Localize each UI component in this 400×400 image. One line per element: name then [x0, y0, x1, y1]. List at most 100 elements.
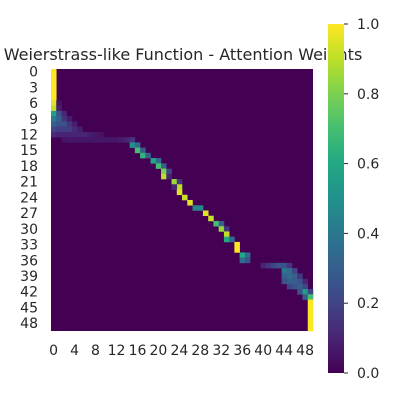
heatmap-cell	[307, 289, 314, 295]
heatmap-cell	[92, 137, 99, 143]
heatmap-cell	[140, 152, 146, 159]
heatmap-cell	[56, 126, 62, 133]
heatmap-cell	[51, 84, 57, 91]
y-tick-label: 39	[20, 269, 38, 285]
heatmap-cells	[51, 69, 314, 332]
heatmap-cell	[307, 304, 314, 311]
heatmap-cell	[66, 116, 73, 122]
heatmap-cell	[202, 210, 209, 217]
x-tick-label: 28	[191, 343, 209, 359]
heatmap-cell	[61, 110, 68, 117]
heatmap-cell	[71, 131, 78, 138]
heatmap-cell	[119, 137, 125, 143]
heatmap-cell	[61, 126, 68, 133]
heatmap-cell	[71, 126, 78, 133]
x-tick-label: 48	[296, 343, 314, 359]
heatmap-cell	[51, 79, 57, 86]
heatmap-cell	[297, 278, 303, 285]
x-tick-label: 0	[49, 343, 58, 359]
colorbar-tick-label: 0.6	[357, 157, 379, 173]
heatmap-cell	[166, 173, 172, 180]
y-tick-label: 0	[29, 65, 38, 81]
heatmap-cell	[71, 121, 78, 127]
heatmap-cell	[307, 315, 314, 321]
heatmap-cell	[161, 168, 167, 175]
x-tick-label: 16	[129, 343, 147, 359]
heatmap-cell	[297, 289, 303, 295]
heatmap-cell	[281, 273, 288, 279]
heatmap-cell	[281, 278, 288, 285]
heatmap-cell	[239, 257, 246, 264]
heatmap-cell	[113, 137, 120, 143]
heatmap-cell	[182, 194, 188, 201]
colorbar-tick-label: 0.4	[357, 226, 379, 242]
y-tick-label: 33	[20, 238, 38, 254]
heatmap-cell	[98, 131, 104, 138]
y-tick-label: 27	[20, 206, 38, 222]
heatmap-cell	[103, 137, 109, 143]
heatmap-cell	[176, 184, 183, 190]
heatmap-cell	[77, 131, 83, 138]
heatmap-cell	[66, 121, 73, 127]
heatmap-cell	[87, 131, 94, 138]
heatmap-cell	[51, 69, 57, 75]
x-tick-label: 32	[212, 343, 230, 359]
heatmap-cell	[244, 257, 251, 264]
heatmap-cell	[292, 283, 298, 290]
heatmap-cell	[92, 131, 99, 138]
heatmap-cell	[51, 121, 57, 127]
x-tick-label: 4	[70, 343, 79, 359]
heatmap-cell	[307, 294, 314, 300]
y-tick-label: 48	[20, 316, 38, 332]
heatmap-cell	[307, 310, 314, 316]
heatmap-cell	[56, 100, 62, 106]
x-axis-ticks: 0 4 8 12 16 20 24 28 32 36 40 44 48	[49, 343, 314, 359]
heatmap-cell	[223, 236, 230, 243]
heatmap-cell	[155, 158, 162, 164]
heatmap-cell	[307, 299, 314, 306]
heatmap-cell	[56, 110, 62, 117]
heatmap-cell	[61, 121, 68, 127]
y-tick-label: 9	[29, 112, 38, 128]
heatmap-cell	[82, 137, 88, 143]
heatmap-cell	[51, 95, 57, 101]
heatmap-cell	[87, 137, 94, 143]
heatmap-cell	[61, 137, 68, 143]
x-tick-label: 44	[275, 343, 293, 359]
heatmap-cell	[229, 236, 235, 243]
heatmap-cell	[302, 294, 309, 300]
heatmap-cell	[82, 131, 88, 138]
heatmap-cell	[239, 252, 246, 258]
y-tick-label: 42	[20, 285, 38, 301]
heatmap-cell	[176, 179, 183, 185]
heatmap-cell	[98, 137, 104, 143]
heatmap-cell	[218, 226, 225, 232]
heatmap-cell	[234, 241, 240, 248]
heatmap-cell	[155, 163, 162, 169]
x-tick-label: 36	[233, 343, 251, 359]
y-tick-label: 15	[20, 143, 38, 159]
heatmap-cell	[71, 137, 78, 143]
colorbar-tick-label: 0.2	[357, 296, 379, 312]
heatmap-cell	[307, 320, 314, 327]
heatmap-cell	[166, 168, 172, 175]
heatmap-cell	[292, 278, 298, 285]
heatmap-cell	[208, 215, 214, 222]
heatmap-cell	[281, 268, 288, 274]
heatmap-cell	[265, 262, 272, 269]
heatmap-cell	[51, 110, 57, 117]
colorbar-ticks: 0.0 0.2 0.4 0.6 0.8 1.0	[344, 17, 379, 382]
heatmap-cell	[51, 116, 57, 122]
heatmap-cell	[286, 268, 293, 274]
colorbar	[328, 24, 344, 373]
heatmap-cell	[56, 116, 62, 122]
heatmap-cell	[51, 131, 57, 138]
colorbar-tick-label: 0.8	[357, 87, 379, 103]
heatmap-cell	[77, 126, 83, 133]
y-tick-label: 30	[20, 222, 38, 238]
heatmap-cell	[286, 283, 293, 290]
x-tick-label: 24	[170, 343, 188, 359]
heatmap-cell	[66, 131, 73, 138]
